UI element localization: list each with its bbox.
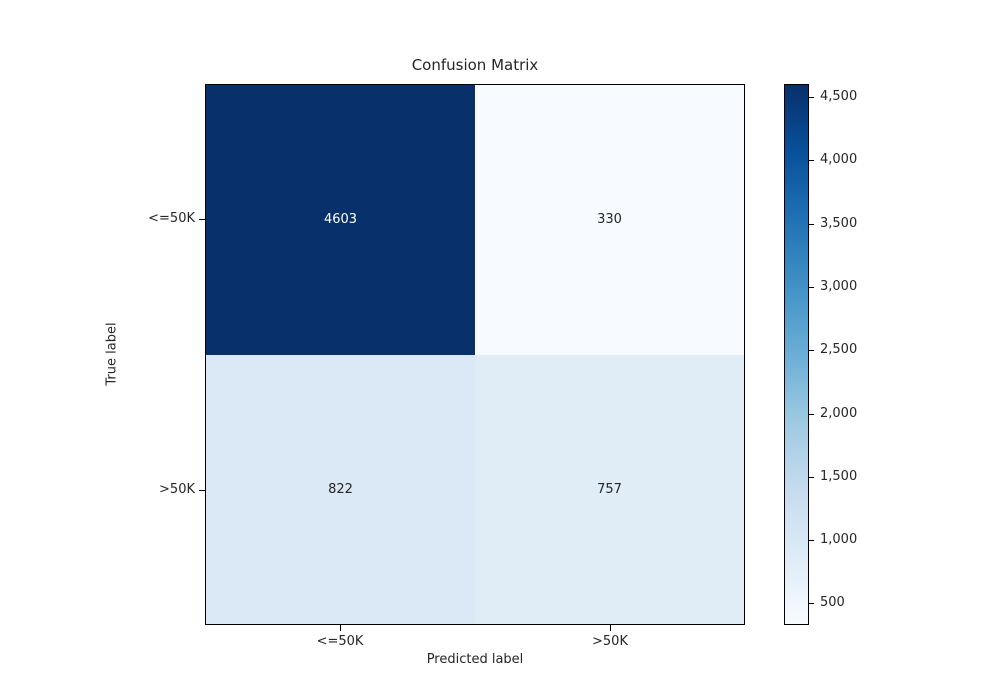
chart-title: Confusion Matrix	[411, 56, 539, 74]
colorbar-tick-label: 1,500	[820, 468, 858, 484]
x-tick-label: >50K	[592, 634, 628, 649]
tick-mark	[809, 540, 814, 541]
colorbar	[784, 84, 809, 625]
colorbar-tick-label: 4,500	[820, 89, 858, 105]
tick-mark	[809, 477, 814, 478]
heatmap-cell: 4603	[206, 85, 475, 355]
tick-mark	[809, 414, 814, 415]
heatmap-cell: 757	[475, 354, 744, 624]
tick-mark	[809, 350, 814, 351]
heatmap-cell-value: 330	[597, 212, 622, 228]
tick-mark	[340, 625, 341, 631]
tick-mark	[199, 219, 205, 220]
y-tick-label: >50K	[159, 481, 195, 497]
colorbar-tick-label: 4,000	[820, 152, 858, 168]
heatmap-cell-value: 822	[328, 481, 353, 497]
colorbar-tick-label: 3,000	[820, 278, 858, 294]
tick-mark	[809, 160, 814, 161]
heatmap-cell: 330	[475, 85, 744, 355]
heatmap-cell: 822	[206, 354, 475, 624]
colorbar-tick-label: 3,500	[820, 215, 858, 231]
tick-mark	[199, 490, 205, 491]
tick-mark	[610, 625, 611, 631]
heatmap-cell-value: 757	[597, 481, 622, 497]
x-tick-label: <=50K	[316, 634, 364, 649]
colorbar-tick-label: 2,000	[820, 405, 858, 421]
heatmap-axes: 4603 330 822 757	[205, 84, 745, 625]
tick-mark	[809, 224, 814, 225]
y-axis-label: True label	[104, 322, 120, 386]
colorbar-tick-label: 500	[820, 595, 845, 611]
colorbar-tick-label: 2,500	[820, 342, 858, 358]
y-tick-label: <=50K	[148, 211, 195, 227]
colorbar-tick-label: 1,000	[820, 532, 858, 548]
tick-mark	[809, 97, 814, 98]
heatmap-cell-value: 4603	[323, 212, 358, 228]
tick-mark	[809, 603, 814, 604]
tick-mark	[809, 287, 814, 288]
x-axis-label: Predicted label	[426, 652, 524, 667]
